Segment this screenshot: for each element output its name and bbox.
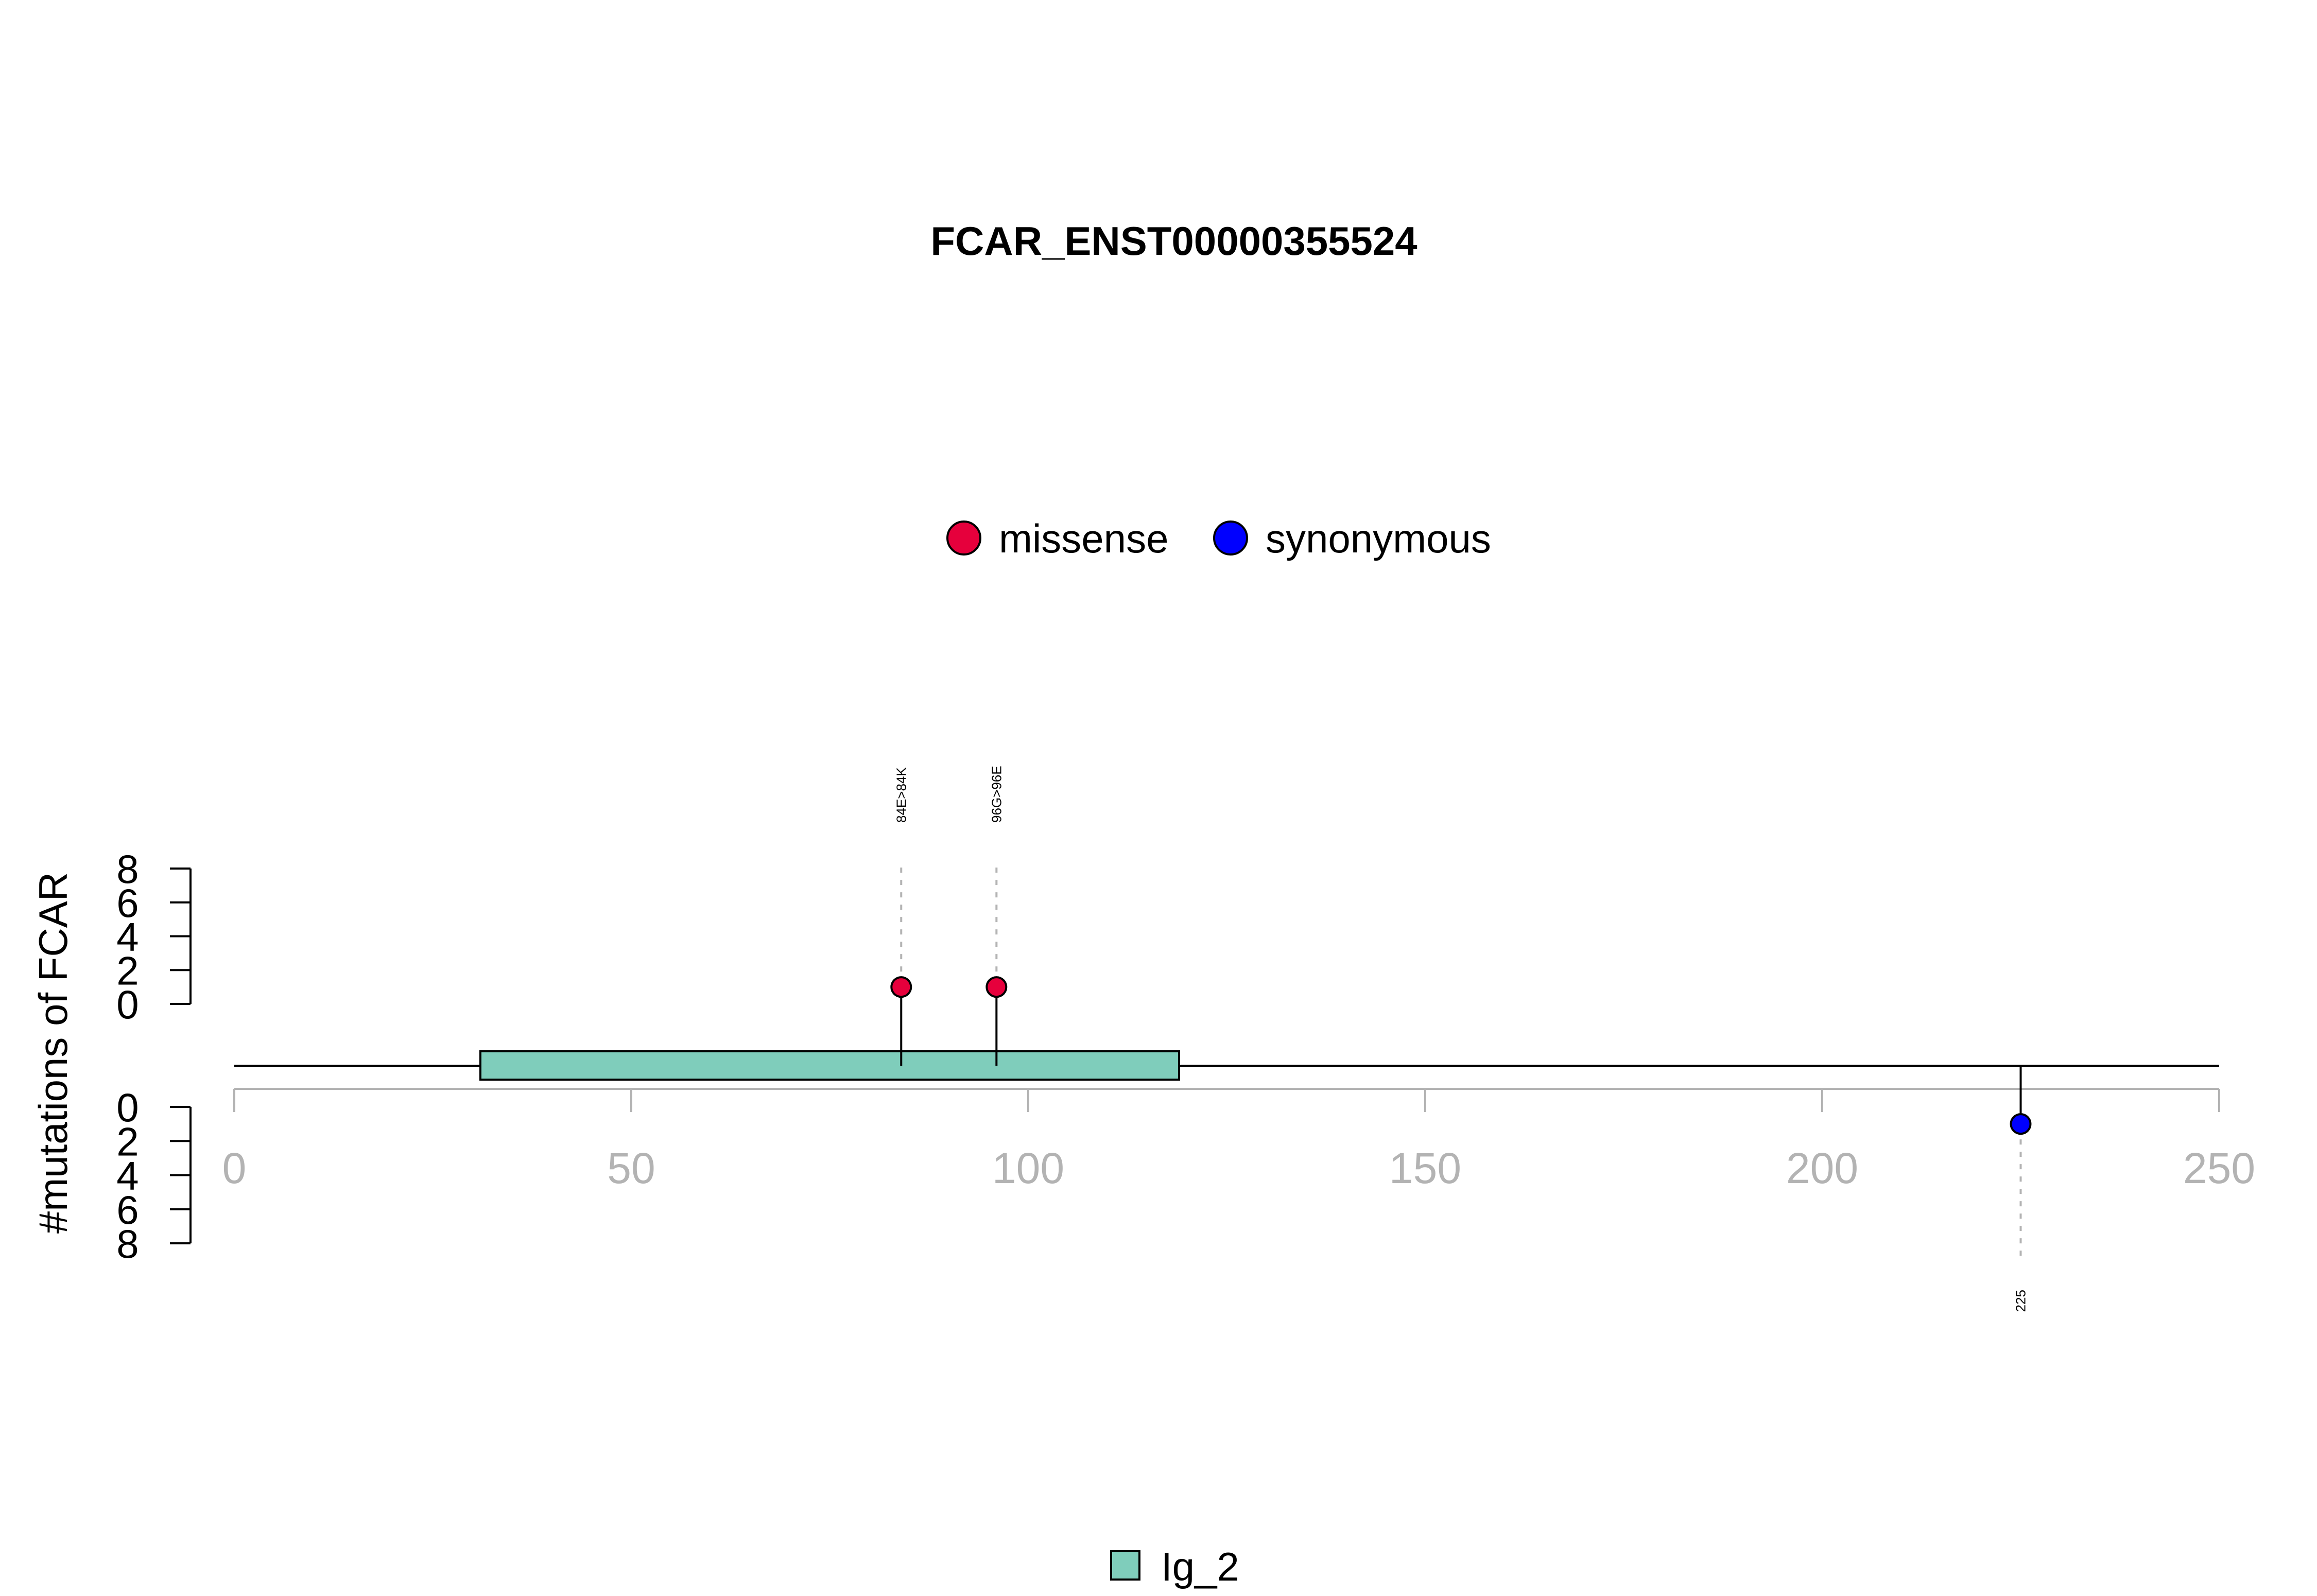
lollipop-head-synonymous <box>2010 1113 2032 1135</box>
y-tick-label-top: 8 <box>116 846 139 892</box>
y-tick-label-bottom: 8 <box>116 1221 139 1267</box>
x-axis: 0 50 100 150 200 250 <box>222 1088 2255 1192</box>
domain-legend: Ig_2 <box>1110 1544 1239 1589</box>
x-tick-label: 100 <box>992 1144 1064 1192</box>
legend-marker-synonymous <box>1213 521 1248 556</box>
mutation-label: 84E>84K <box>893 767 909 823</box>
legend-marker-missense <box>946 521 981 556</box>
mutation-label: 96G>96E <box>989 766 1004 823</box>
lollipop-head-missense <box>890 976 912 998</box>
y-tick-label-bottom: 4 <box>116 1153 139 1199</box>
domain-Ig_2 <box>479 1050 1180 1081</box>
x-tick-label: 150 <box>1389 1144 1461 1192</box>
y-tick-label-top: 6 <box>116 880 139 926</box>
legend-domain-swatch <box>1110 1550 1140 1581</box>
y-tick-label-top: 4 <box>116 914 139 960</box>
y-tick-label-bottom: 0 <box>116 1085 139 1130</box>
y-tick-label-bottom: 6 <box>116 1187 139 1233</box>
chart-title: FCAR_ENST00000355524 <box>930 218 1417 264</box>
x-tick-label: 200 <box>1786 1144 1858 1192</box>
y-axis-label: #mutations of FCAR <box>30 872 76 1234</box>
legend-label-missense: missense <box>999 516 1168 561</box>
y-tick-label-top: 2 <box>116 948 139 993</box>
x-tick-label: 50 <box>607 1144 655 1192</box>
legend-label-synonymous: synonymous <box>1266 516 1491 561</box>
x-tick-label: 0 <box>222 1144 247 1192</box>
y-tick-label-top: 0 <box>116 982 139 1027</box>
x-tick-label: 250 <box>2183 1144 2255 1192</box>
mutation-lollipops: 84E>84K 96G>96E 225 <box>890 766 2032 1312</box>
mutation-legend: missense synonymous <box>946 516 1491 561</box>
domain-track <box>479 1050 1180 1081</box>
lollipop-head-missense <box>985 976 1008 998</box>
mutation-label: 225 <box>2013 1290 2029 1312</box>
y-tick-label-bottom: 2 <box>116 1119 139 1164</box>
legend-domain-label: Ig_2 <box>1161 1544 1239 1589</box>
